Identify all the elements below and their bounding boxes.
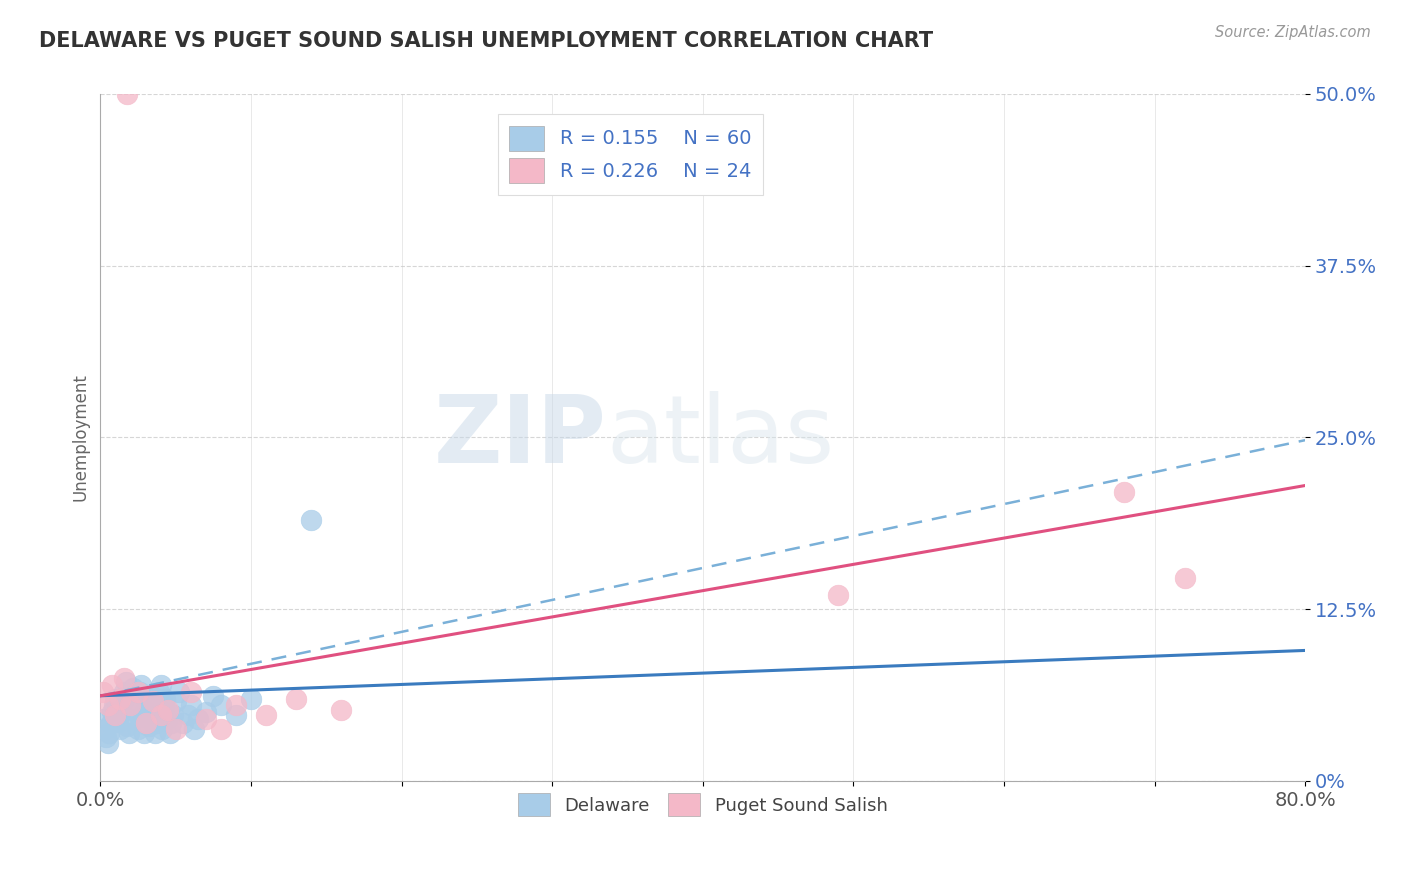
Point [124,712,146,726]
Point [122,681,145,695]
Point [148,684,170,698]
Point [127,684,149,698]
Point [141,689,163,703]
Point [180,698,202,713]
Point [153,691,176,706]
Point [97,698,120,713]
Point [115,675,138,690]
Point [143,726,166,740]
Point [159,726,181,740]
Point [157,702,180,716]
Point [125,706,148,720]
Point [118,726,141,740]
Point [202,689,225,703]
Point [150,722,173,736]
Point [165,694,187,708]
Point [128,684,150,698]
Point [101,678,124,692]
Point [98,726,121,740]
Point [104,691,127,706]
Point [127,722,149,736]
Point [110,702,132,716]
Point [101,706,124,720]
Point [157,706,180,720]
Point [285,691,308,706]
Point [120,698,142,713]
Point [167,684,190,698]
Point [117,719,139,733]
Point [107,714,129,729]
Point [142,694,165,708]
Point [108,722,131,736]
Point [142,698,165,713]
Point [100,716,122,731]
Point [120,698,142,713]
Text: DELAWARE VS PUGET SOUND SALISH UNEMPLOYMENT CORRELATION CHART: DELAWARE VS PUGET SOUND SALISH UNEMPLOYM… [39,31,934,51]
Point [135,716,157,731]
Text: Source: ZipAtlas.com: Source: ZipAtlas.com [1215,25,1371,40]
Point [97,735,120,749]
Point [108,691,131,706]
Point [187,712,209,726]
Point [176,708,198,723]
Point [225,698,247,713]
Point [94,722,117,736]
Point [827,589,849,603]
Point [183,722,205,736]
Point [1174,571,1197,585]
Point [111,694,134,708]
Point [209,698,232,713]
Point [121,691,143,706]
Point [152,698,174,713]
Point [330,702,353,716]
Point [93,684,115,698]
Point [165,722,187,736]
Point [139,712,162,726]
Point [149,708,172,723]
Legend: Delaware, Puget Sound Salish: Delaware, Puget Sound Salish [510,786,896,823]
Point [114,684,136,698]
Point [114,671,136,685]
Point [138,719,160,733]
Point [156,712,179,726]
Point [136,694,159,708]
Point [160,716,183,731]
Point [225,708,247,723]
Text: atlas: atlas [606,392,835,483]
Point [96,730,118,744]
Point [103,698,125,713]
Point [239,691,262,706]
Point [146,708,169,723]
Point [117,87,139,101]
Point [131,708,153,723]
Point [149,678,172,692]
Point [132,726,155,740]
Point [1114,485,1136,500]
Point [104,708,127,723]
Point [194,706,217,720]
Point [145,716,167,731]
Point [93,712,115,726]
Point [254,708,277,723]
Y-axis label: Unemployment: Unemployment [72,374,89,501]
Point [129,678,152,692]
Text: ZIP: ZIP [433,392,606,483]
Point [180,684,202,698]
Point [105,708,128,723]
Point [299,513,322,527]
Point [172,716,194,731]
Point [194,712,217,726]
Point [135,702,157,716]
Point [162,708,184,723]
Point [209,722,232,736]
